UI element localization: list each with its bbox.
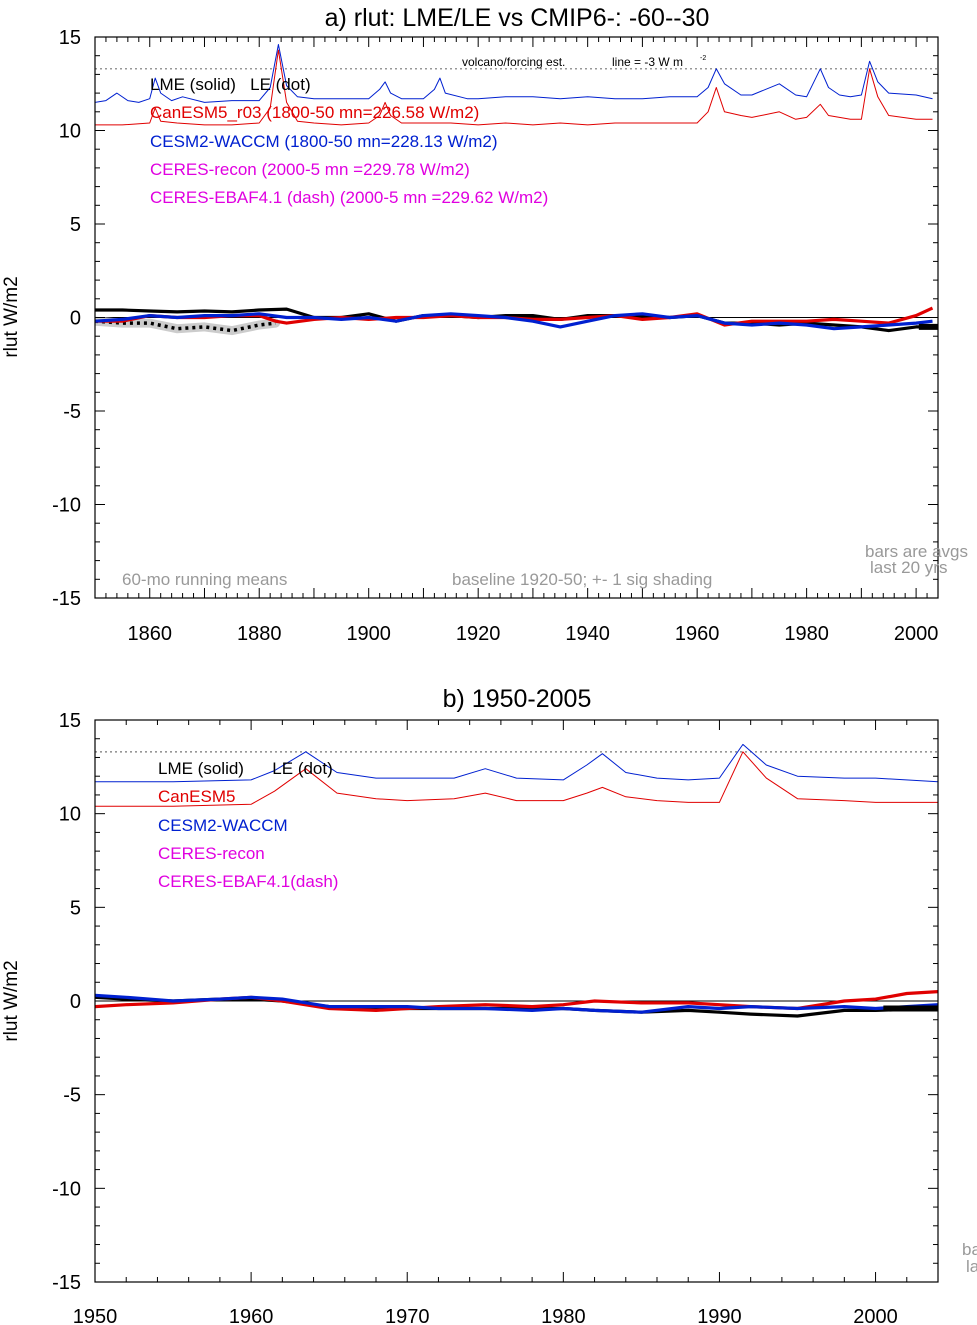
panel-a-bars-note-line1: bars are avgs xyxy=(865,542,968,561)
panel-b-series-cesm2-waccm xyxy=(95,993,938,1014)
panel-a-y-tick-label: -15 xyxy=(52,588,81,610)
panel-b-x-tick-label: 1980 xyxy=(541,1306,586,1325)
panel-a-legend-entry-canesm5: CanESM5_r03 (1800-50 mn=226.58 W/m2) xyxy=(150,103,479,122)
panel-b-x-tick-label: 1950 xyxy=(73,1306,118,1325)
panel-b-x-tick-label: 1970 xyxy=(385,1306,430,1325)
panel-b-bars-note-line2: la xyxy=(966,1257,977,1276)
panel-b-legend-entry-cesm2-waccm: CESM2-WACCM xyxy=(158,816,288,835)
panel-a-series-group xyxy=(95,44,938,336)
panel-a-x-tick-label: 1920 xyxy=(456,623,501,645)
panel-a-line-note: line = -3 W m xyxy=(612,55,683,69)
panel-b-legend: LME (solid) LE (dot) CanESM5 CESM2-WACCM… xyxy=(158,759,338,891)
panel-b-legend-entry-lme-le: LME (solid) LE (dot) xyxy=(158,759,333,778)
panel-b-legend-entry-canesm5: CanESM5 xyxy=(158,787,235,806)
panel-a-running-means-note: 60-mo running means xyxy=(122,570,287,589)
panel-b-x-tick-label: 1990 xyxy=(697,1306,742,1325)
panel-a-plot-area: -15 -10 -5 0 5 10 15 1860 1880 1900 1920 1940 1960 19… xyxy=(52,27,939,645)
panel-a-y-tick-label: 0 xyxy=(70,308,81,330)
panel-a-x-tick-label: 1860 xyxy=(127,623,172,645)
panel-b-bars-note-line1: ba xyxy=(962,1240,977,1259)
panel-b-series-group xyxy=(95,743,938,1018)
panel-a-series-canesm5-forcing xyxy=(95,49,933,126)
panel-a-legend-entry-lme-le: LME (solid) LE (dot) xyxy=(150,75,311,94)
panel-a-series-le xyxy=(95,319,276,333)
panel-a-x-tick-label: 1900 xyxy=(346,623,391,645)
panel-a-volcano-note: volcano/forcing est. xyxy=(462,55,565,69)
panel-a-baseline-note: baseline 1920-50; +- 1 sig shading xyxy=(452,570,712,589)
panel-a-legend-entry-ceres-recon: CERES-recon (2000-5 mn =229.78 W/m2) xyxy=(150,160,470,179)
panel-b-legend-entry-ceres-ebaf: CERES-EBAF4.1(dash) xyxy=(158,872,338,891)
panel-a-x-tick-label: 1960 xyxy=(675,623,720,645)
panel-a-x-tick-label: 1980 xyxy=(784,623,829,645)
panel-b-chart: -15 -10 -5 0 5 10 15 1950 1960 1970 1980 1990 2000 b)… xyxy=(1,685,977,1325)
panel-b-plot-area: -15 -10 -5 0 5 10 15 1950 1960 1970 1980 1990 2000 xyxy=(52,710,939,1325)
panel-a-title: a) rlut: LME/LE vs CMIP6-: -60--30 xyxy=(325,4,710,32)
panel-a-series-cesm2-waccm xyxy=(95,312,933,331)
panel-a-x-tick-label: 2000 xyxy=(894,623,939,645)
panel-b-y-tick-label: 10 xyxy=(59,804,81,826)
panel-b-y-axis-label: rlut W/m2 xyxy=(1,960,22,1041)
panel-b-series-canesm5-forcing xyxy=(95,751,938,807)
panel-b-y-tick-label: 5 xyxy=(70,897,81,919)
panel-b-x-tick-label: 1960 xyxy=(229,1306,274,1325)
panel-b-series-cesm2-waccm-forcing xyxy=(95,743,938,783)
panel-a-y-tick-label: 10 xyxy=(59,121,81,143)
panel-b-x-tick-label: 2000 xyxy=(853,1306,898,1325)
panel-a-legend: LME (solid) LE (dot) CanESM5_r03 (1800-5… xyxy=(150,75,548,207)
panel-a-y-axis-label: rlut W/m2 xyxy=(1,276,22,357)
panel-a-chart: -15 -10 -5 0 5 10 15 1860 1880 1900 1920 1940 1960 19… xyxy=(1,4,968,645)
panel-a-x-tick-label: 1880 xyxy=(237,623,282,645)
panel-a-x-tick-label: 1940 xyxy=(565,623,610,645)
panel-b-legend-entry-ceres-recon: CERES-recon xyxy=(158,844,265,863)
panel-b-y-tick-label: 0 xyxy=(70,991,81,1013)
panel-a-y-tick-label: -10 xyxy=(52,495,81,517)
panel-b-y-tick-label: -10 xyxy=(52,1178,81,1200)
panel-a-y-tick-label: -5 xyxy=(63,401,81,423)
panel-b-y-tick-label: -15 xyxy=(52,1272,81,1294)
panel-a-line-note-superscript: -2 xyxy=(700,55,706,62)
panel-b-title: b) 1950-2005 xyxy=(443,685,592,713)
panel-b-y-tick-label: -5 xyxy=(63,1085,81,1107)
panel-a-bars-note-line2: last 20 yrs xyxy=(870,558,947,577)
panel-a-legend-entry-ceres-ebaf: CERES-EBAF4.1 (dash) (2000-5 mn =229.62 … xyxy=(150,188,548,207)
panel-a-y-tick-label: 15 xyxy=(59,27,81,49)
panel-a-legend-entry-cesm2-waccm: CESM2-WACCM (1800-50 mn=228.13 W/m2) xyxy=(150,132,498,151)
panel-a-series-cesm2-waccm-forcing xyxy=(95,44,933,103)
panel-a-y-tick-label: 5 xyxy=(70,214,81,236)
panel-b-y-tick-label: 15 xyxy=(59,710,81,732)
